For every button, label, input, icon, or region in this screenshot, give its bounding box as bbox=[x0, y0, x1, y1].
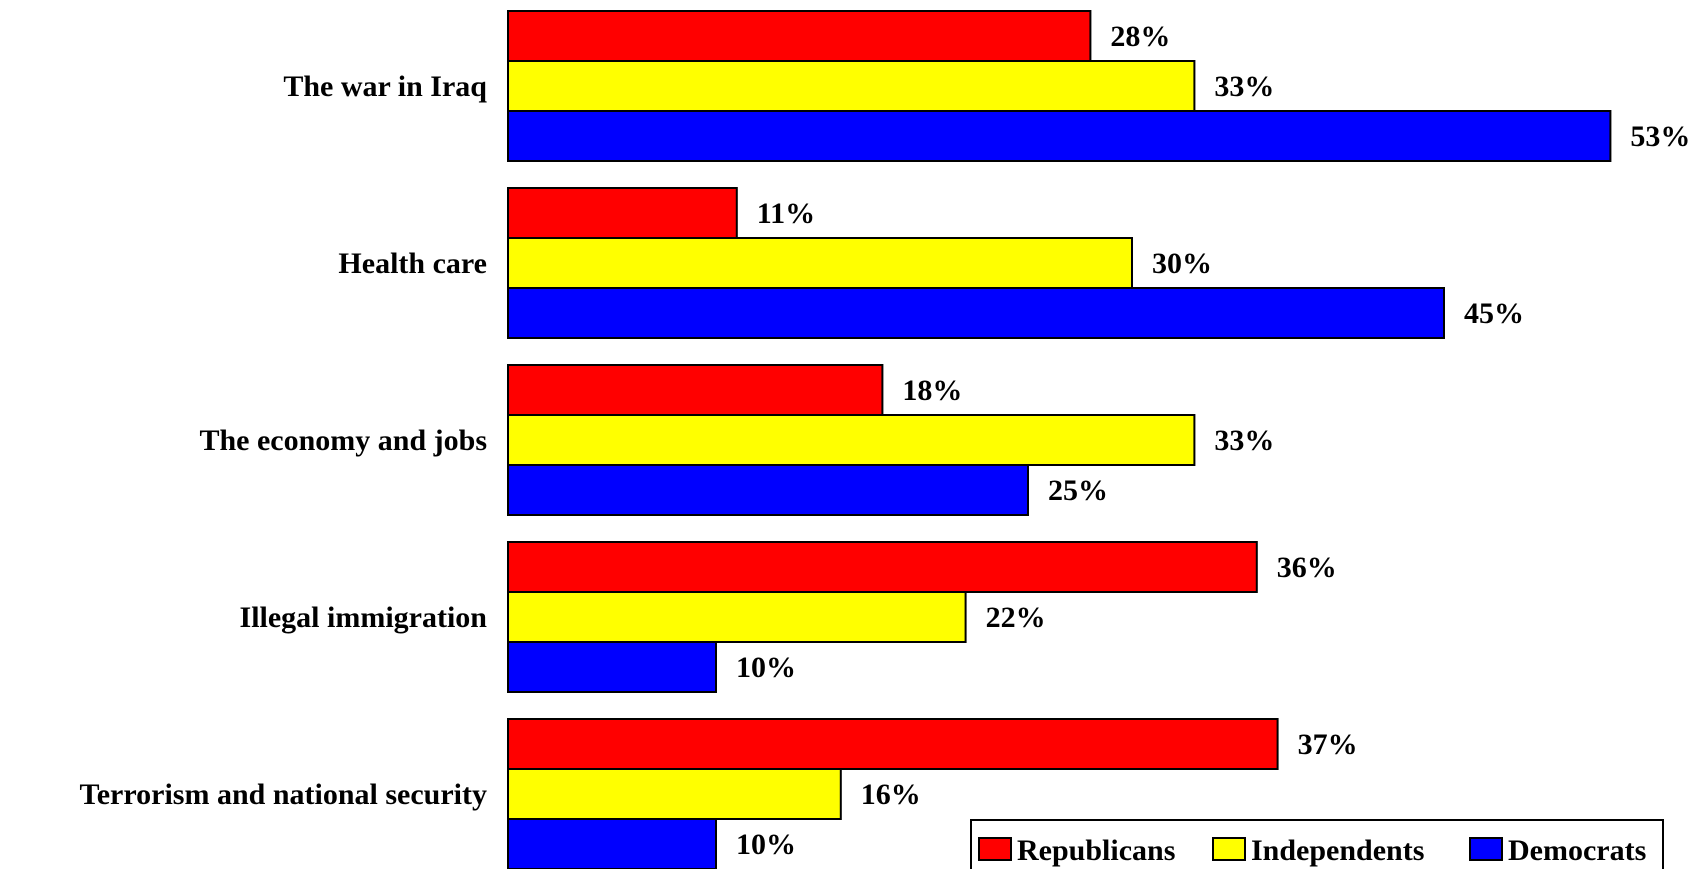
legend-swatch-republicans bbox=[978, 837, 1012, 861]
category-label: The war in Iraq bbox=[283, 70, 487, 103]
legend-box bbox=[970, 819, 1664, 869]
legend: Republicans Independents Democrats bbox=[970, 819, 1664, 869]
bar-republicans-4 bbox=[507, 718, 1279, 770]
category-labels: The war in Iraq Health care The economy an… bbox=[79, 70, 487, 811]
bar-democrats-2 bbox=[507, 464, 1029, 516]
category-label: Health care bbox=[338, 247, 487, 280]
value-label: 28% bbox=[1110, 20, 1170, 53]
bar-democrats-0 bbox=[507, 110, 1612, 162]
value-label: 18% bbox=[902, 374, 962, 407]
value-label: 36% bbox=[1277, 551, 1337, 584]
category-label: Terrorism and national security bbox=[79, 778, 487, 811]
legend-label-independents: Independents bbox=[1251, 834, 1424, 867]
bar-independents-0 bbox=[507, 60, 1196, 112]
bar-republicans-1 bbox=[507, 187, 738, 239]
value-label: 30% bbox=[1152, 247, 1212, 280]
value-labels: 28% 33% 53% 11% 30% 45% 18% 33% 25% 36% 22% 10% 37% 1… bbox=[736, 20, 1690, 861]
bar-democrats-4 bbox=[507, 818, 717, 869]
value-label: 33% bbox=[1214, 424, 1274, 457]
category-label: Illegal immigration bbox=[240, 601, 488, 634]
legend-swatch-democrats bbox=[1469, 837, 1503, 861]
bar-democrats-3 bbox=[507, 641, 717, 693]
value-label: 25% bbox=[1048, 474, 1108, 507]
value-label: 11% bbox=[757, 197, 815, 230]
value-label: 53% bbox=[1630, 120, 1690, 153]
bar-independents-4 bbox=[507, 768, 842, 820]
legend-label-democrats: Democrats bbox=[1508, 834, 1646, 867]
legend-swatch-independents bbox=[1212, 837, 1246, 861]
category-label: The economy and jobs bbox=[199, 424, 487, 457]
bar-republicans-3 bbox=[507, 541, 1258, 593]
value-label: 10% bbox=[736, 828, 796, 861]
bar-independents-2 bbox=[507, 414, 1196, 466]
bar-independents-1 bbox=[507, 237, 1133, 289]
bar-democrats-1 bbox=[507, 287, 1445, 339]
bar-republicans-0 bbox=[507, 10, 1092, 62]
value-label: 22% bbox=[986, 601, 1046, 634]
bars-layer bbox=[507, 10, 1612, 869]
value-label: 16% bbox=[861, 778, 921, 811]
legend-label-republicans: Republicans bbox=[1017, 834, 1175, 867]
value-label: 33% bbox=[1214, 70, 1274, 103]
value-label: 10% bbox=[736, 651, 796, 684]
value-label: 45% bbox=[1464, 297, 1524, 330]
bar-republicans-2 bbox=[507, 364, 884, 416]
bar-independents-3 bbox=[507, 591, 967, 643]
value-label: 37% bbox=[1298, 728, 1358, 761]
